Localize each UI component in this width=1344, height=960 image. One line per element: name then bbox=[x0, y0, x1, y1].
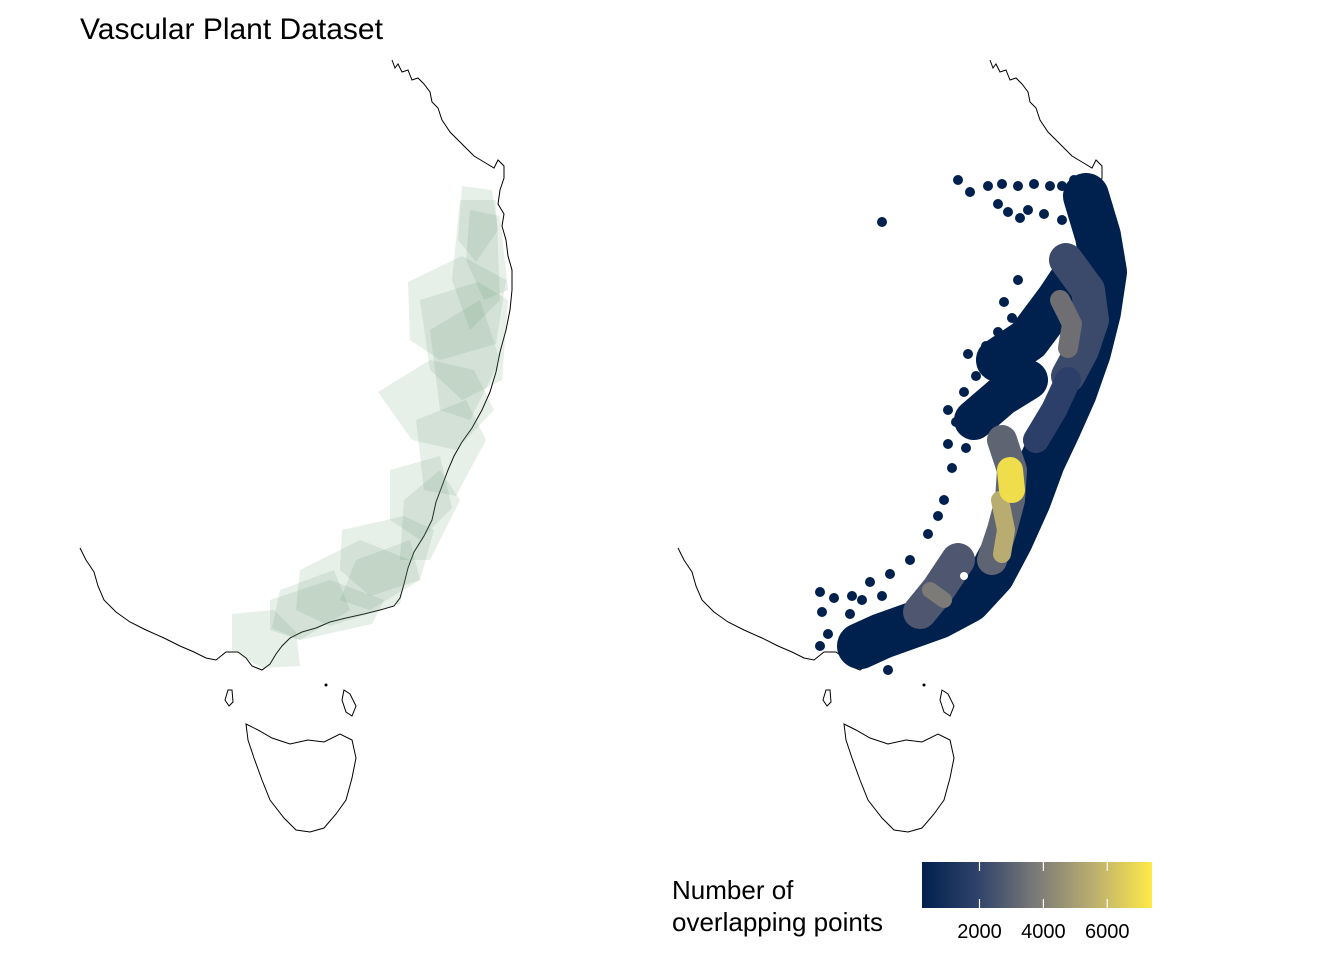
left-map bbox=[79, 59, 513, 833]
point-density-layer bbox=[815, 173, 1127, 675]
hull-layer bbox=[232, 186, 508, 668]
right-map bbox=[677, 59, 1127, 833]
colorbar-tick-label: 2000 bbox=[957, 921, 1002, 943]
legend-title-line2: overlapping points bbox=[672, 907, 884, 937]
colorbar-tick-label: 4000 bbox=[1021, 921, 1066, 943]
colorbar-gradient bbox=[922, 862, 1152, 908]
map-title: Vascular Plant Dataset bbox=[80, 13, 383, 46]
legend-title: Number of overlapping points bbox=[672, 874, 883, 938]
legend-title-line1: Number of bbox=[672, 875, 794, 905]
map-figure bbox=[79, 59, 1127, 833]
colorbar-tick-label: 6000 bbox=[1085, 921, 1130, 943]
colorbar bbox=[922, 862, 1152, 908]
